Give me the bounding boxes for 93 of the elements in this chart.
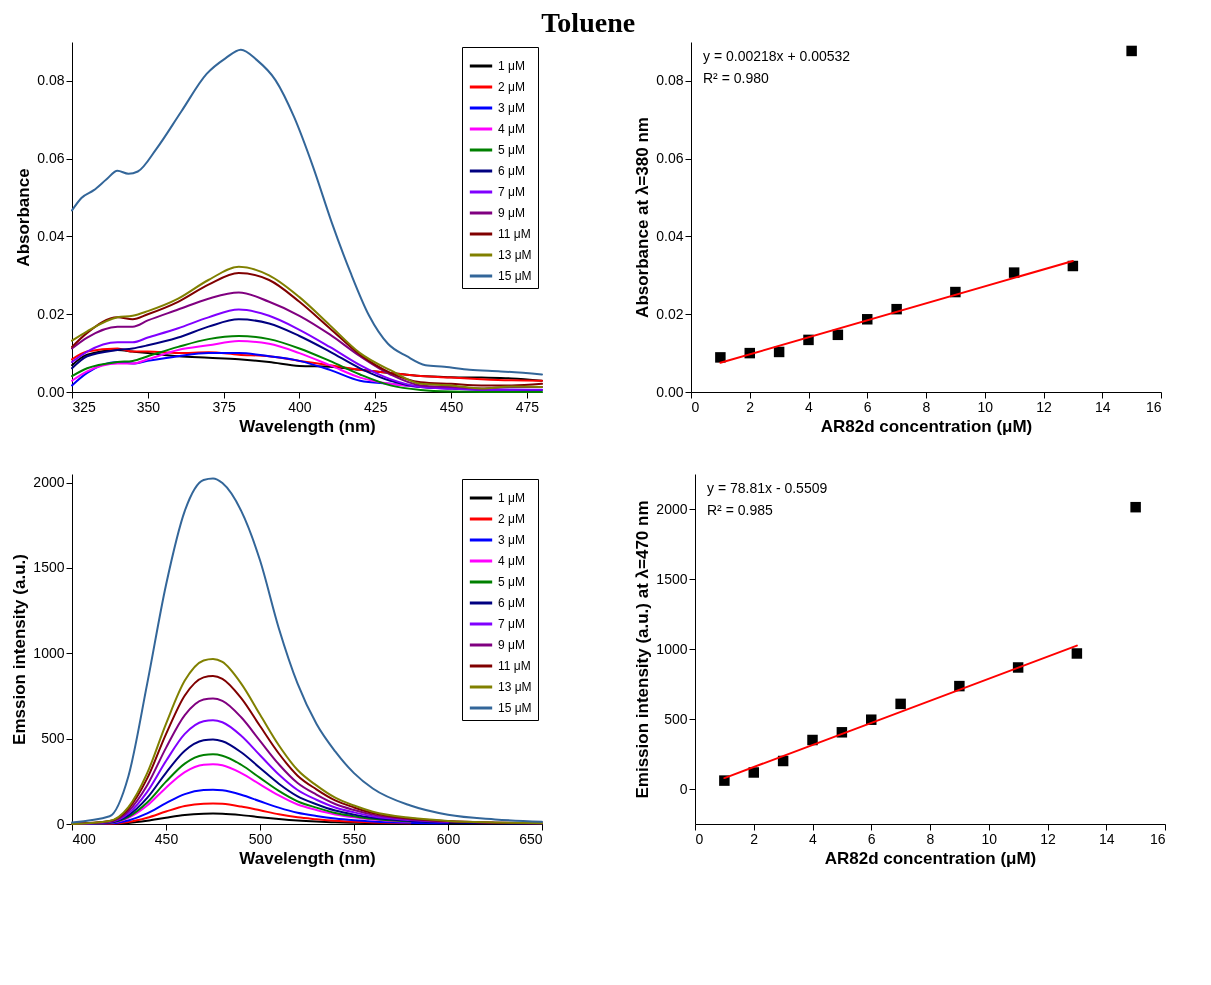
legend-label: 11 μM	[498, 659, 531, 673]
legend-label: 13 μM	[498, 248, 532, 262]
y-axis-title: Emission intensity (a.u.) at λ=470 nm	[633, 500, 653, 799]
legend-label: 7 μM	[498, 185, 525, 199]
legend-label: 2 μM	[498, 80, 525, 94]
x-tick-label: 400	[72, 830, 97, 847]
y-tick-label: 500	[41, 730, 65, 747]
legend-label: 6 μM	[498, 164, 525, 178]
point	[895, 698, 906, 710]
y-tick-label: 0.06	[656, 150, 684, 167]
x-tick-label: 14	[1094, 398, 1111, 415]
y-tick-label: 1000	[656, 640, 688, 657]
x-tick-label: 450	[439, 398, 464, 415]
y-tick-label: 1500	[656, 570, 688, 587]
x-tick-label: 12	[1036, 398, 1052, 415]
legend-label: 15 μM	[498, 701, 532, 715]
x-tick-label: 0	[691, 398, 700, 415]
point	[748, 767, 759, 778]
y-tick-label: 0.08	[656, 72, 684, 89]
legend-label: 6 μM	[498, 596, 525, 610]
y-tick-label: 0	[679, 780, 688, 797]
legend-label: 5 μM	[498, 575, 525, 589]
point	[1126, 45, 1137, 57]
x-tick-label: 6	[863, 398, 872, 415]
legend-label: 3 μM	[498, 101, 525, 115]
legend-label: 2 μM	[498, 512, 525, 526]
annotation: y = 78.81x - 0.5509	[707, 480, 828, 496]
x-tick-label: 4	[809, 830, 818, 847]
legend-label: 4 μM	[498, 122, 525, 136]
legend-label: 1 μM	[498, 59, 525, 73]
y-tick-label: 0	[56, 815, 65, 832]
x-axis-title: Wavelength (nm)	[239, 416, 376, 436]
x-tick-label: 2	[750, 830, 759, 847]
point	[715, 352, 726, 363]
legend-label: 15 μM	[498, 269, 532, 283]
y-tick-label: 0.08	[37, 72, 65, 89]
x-axis-title: AR82d concentration (μM)	[824, 848, 1037, 868]
x-tick-label: 12	[1040, 830, 1056, 847]
x-tick-label: 500	[248, 830, 273, 847]
y-tick-label: 1500	[33, 559, 65, 576]
x-tick-label: 375	[212, 398, 237, 415]
x-tick-label: 6	[867, 830, 876, 847]
annotation: R² = 0.985	[707, 502, 773, 518]
x-tick-label: 16	[1149, 830, 1166, 847]
y-tick-label: 0.06	[37, 150, 65, 167]
y-tick-label: 1000	[33, 644, 65, 661]
y-axis-title: Absorbance	[14, 168, 34, 267]
x-tick-label: 475	[515, 398, 540, 415]
x-tick-label: 400	[288, 398, 312, 415]
x-tick-label: 450	[154, 830, 179, 847]
y-tick-label: 0.02	[656, 305, 684, 322]
legend-label: 9 μM	[498, 206, 525, 220]
x-tick-label: 8	[922, 398, 931, 415]
point	[1130, 501, 1141, 513]
x-tick-label: 350	[136, 398, 161, 415]
point	[1071, 648, 1083, 659]
y-tick-label: 2000	[656, 500, 688, 517]
legend-label: 13 μM	[498, 680, 532, 694]
y-tick-label: 0.00	[656, 383, 684, 400]
chart-title: Toluene	[541, 7, 636, 38]
y-tick-label: 0.02	[37, 305, 65, 322]
y-tick-label: 0.00	[37, 383, 65, 400]
y-tick-label: 2000	[33, 474, 65, 491]
x-tick-label: 10	[977, 398, 994, 415]
x-tick-label: 650	[519, 830, 543, 847]
annotation: R² = 0.980	[703, 70, 769, 86]
x-axis-title: AR82d concentration (μM)	[820, 416, 1033, 436]
x-tick-label: 10	[981, 830, 998, 847]
legend-label: 11 μM	[498, 227, 531, 241]
y-tick-label: 500	[664, 710, 688, 727]
x-tick-label: 8	[926, 830, 935, 847]
legend-label: 4 μM	[498, 554, 525, 568]
y-axis-title: Absorbance at λ=380 nm	[633, 117, 653, 318]
legend-label: 1 μM	[498, 491, 525, 505]
annotation: y = 0.00218x + 0.00532	[703, 48, 851, 64]
line-series	[71, 48, 543, 376]
legend-label: 5 μM	[498, 143, 525, 157]
legend-label: 3 μM	[498, 533, 525, 547]
y-axis-title: Emssion intensity (a.u.)	[10, 554, 30, 745]
x-tick-label: 600	[436, 830, 461, 847]
x-tick-label: 4	[805, 398, 814, 415]
x-tick-label: 550	[342, 830, 367, 847]
x-tick-label: 325	[72, 398, 97, 415]
legend-label: 7 μM	[498, 617, 525, 631]
x-axis-title: Wavelength (nm)	[239, 848, 376, 868]
x-tick-label: 425	[364, 398, 388, 415]
y-tick-label: 0.04	[656, 227, 684, 244]
x-tick-label: 2	[746, 398, 755, 415]
x-tick-label: 16	[1145, 398, 1162, 415]
legend-label: 9 μM	[498, 638, 525, 652]
y-tick-label: 0.04	[37, 227, 65, 244]
x-tick-label: 14	[1098, 830, 1115, 847]
x-tick-label: 0	[695, 830, 704, 847]
